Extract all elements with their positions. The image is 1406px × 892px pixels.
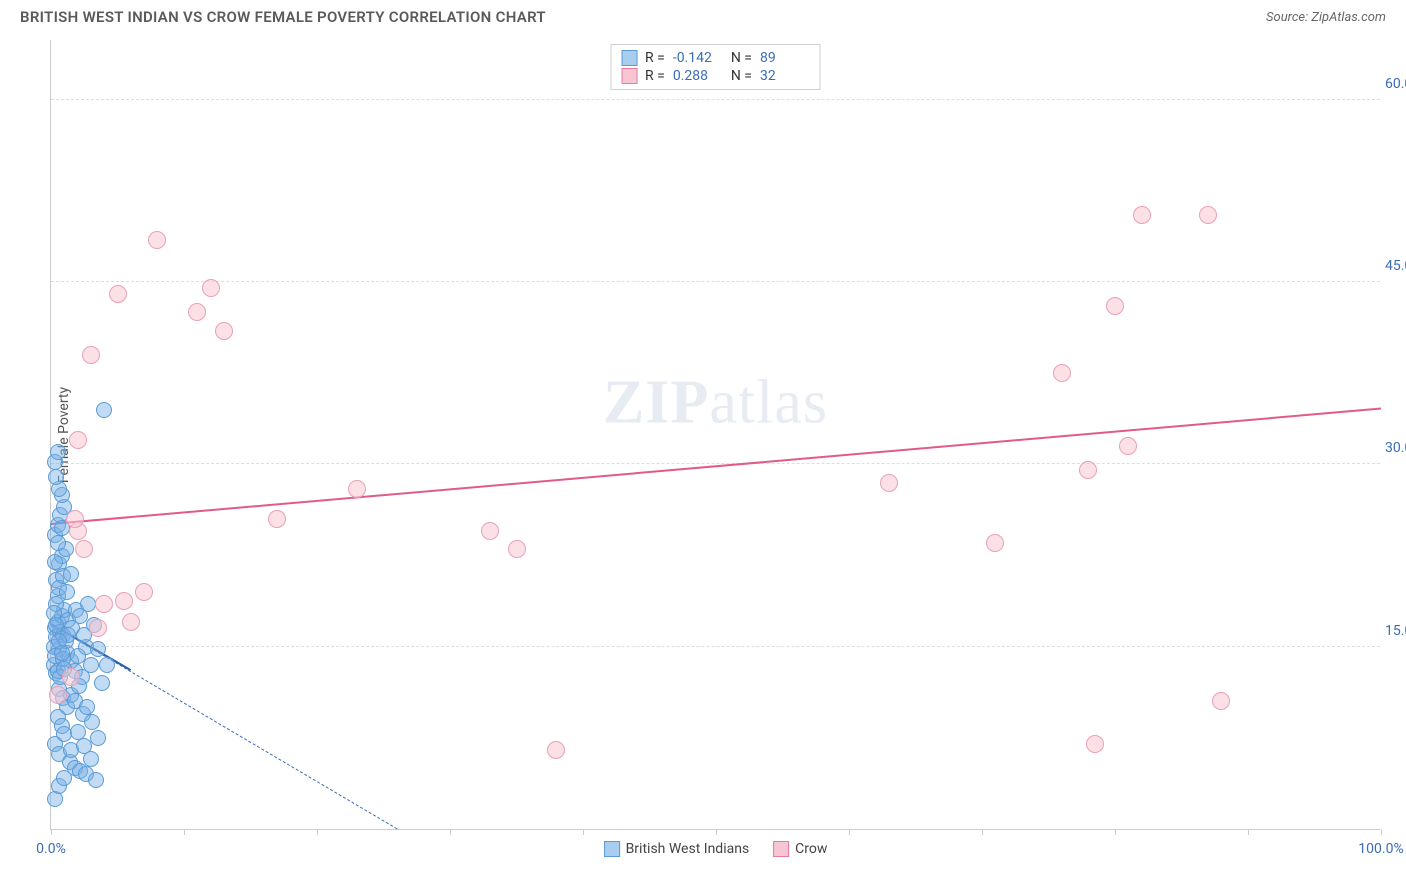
n-label: N = xyxy=(731,68,752,84)
r-value: 0.288 xyxy=(673,68,723,84)
x-tick xyxy=(1248,829,1249,835)
gridline xyxy=(51,99,1380,100)
scatter-chart: Female Poverty ZIPatlas R =-0.142N =89R … xyxy=(50,40,1380,830)
data-point xyxy=(66,510,84,528)
y-tick-label: 30.0% xyxy=(1385,440,1406,456)
x-tick xyxy=(51,829,52,835)
x-tick xyxy=(1115,829,1116,835)
data-point xyxy=(76,738,92,754)
legend-series-item: British West Indians xyxy=(604,841,750,857)
chart-header: BRITISH WEST INDIAN VS CROW FEMALE POVER… xyxy=(0,0,1406,30)
legend-swatch xyxy=(604,841,620,857)
data-point xyxy=(1119,437,1137,455)
y-tick-label: 60.0% xyxy=(1385,76,1406,92)
legend-series: British West Indians Crow xyxy=(604,841,828,857)
legend-stat-row: R = -0.142 N = 89 xyxy=(621,49,810,67)
data-point xyxy=(80,596,96,612)
trend-line xyxy=(51,408,1381,525)
data-point xyxy=(1199,206,1217,224)
data-point xyxy=(348,480,366,498)
y-tick-label: 45.0% xyxy=(1385,258,1406,274)
data-point xyxy=(48,617,64,633)
data-point xyxy=(89,619,107,637)
data-point xyxy=(83,657,99,673)
x-tick-label: 100.0% xyxy=(1358,841,1403,857)
n-label: N = xyxy=(731,50,752,66)
x-tick xyxy=(317,829,318,835)
data-point xyxy=(202,279,220,297)
data-point xyxy=(109,285,127,303)
chart-title: BRITISH WEST INDIAN VS CROW FEMALE POVER… xyxy=(20,8,546,26)
data-point xyxy=(188,303,206,321)
data-point xyxy=(481,522,499,540)
data-point xyxy=(268,510,286,528)
r-value: -0.142 xyxy=(673,50,723,66)
data-point xyxy=(82,346,100,364)
data-point xyxy=(99,657,115,673)
data-point xyxy=(547,741,565,759)
data-point xyxy=(88,772,104,788)
data-point xyxy=(215,322,233,340)
data-point xyxy=(1106,297,1124,315)
x-tick xyxy=(583,829,584,835)
data-point xyxy=(62,668,80,686)
data-point xyxy=(50,535,66,551)
r-label: R = xyxy=(645,50,665,66)
data-point xyxy=(1086,735,1104,753)
data-point xyxy=(986,534,1004,552)
data-point xyxy=(94,675,110,691)
x-tick xyxy=(982,829,983,835)
data-point xyxy=(84,714,100,730)
data-point xyxy=(69,431,87,449)
gridline xyxy=(51,281,1380,282)
legend-series-label: Crow xyxy=(795,841,827,857)
x-tick xyxy=(849,829,850,835)
data-point xyxy=(880,474,898,492)
data-point xyxy=(135,583,153,601)
legend-statistics: R = -0.142 N = 89 R = 0.288 N = 32 xyxy=(610,44,821,90)
r-label: R = xyxy=(645,68,665,84)
data-point xyxy=(1212,692,1230,710)
data-point xyxy=(90,641,106,657)
data-point xyxy=(95,595,113,613)
data-point xyxy=(122,613,140,631)
watermark: ZIPatlas xyxy=(603,367,828,438)
x-tick xyxy=(450,829,451,835)
data-point xyxy=(49,686,67,704)
legend-series-item: Crow xyxy=(773,841,827,857)
data-point xyxy=(148,231,166,249)
legend-series-label: British West Indians xyxy=(626,841,750,857)
data-point xyxy=(50,444,66,460)
data-point xyxy=(96,402,112,418)
data-point xyxy=(47,554,63,570)
legend-stat-row: R = 0.288 N = 32 xyxy=(621,67,810,85)
n-value: 89 xyxy=(760,50,810,66)
x-tick xyxy=(716,829,717,835)
n-value: 32 xyxy=(760,68,810,84)
data-point xyxy=(56,770,72,786)
x-tick xyxy=(1381,829,1382,835)
legend-swatch xyxy=(621,68,637,84)
data-point xyxy=(1053,364,1071,382)
x-tick-label: 0.0% xyxy=(36,841,66,857)
y-tick-label: 15.0% xyxy=(1385,623,1406,639)
data-point xyxy=(508,540,526,558)
data-point xyxy=(1133,206,1151,224)
data-point xyxy=(63,566,79,582)
legend-swatch xyxy=(621,50,637,66)
data-point xyxy=(1079,461,1097,479)
legend-swatch xyxy=(773,841,789,857)
source-attribution: Source: ZipAtlas.com xyxy=(1266,10,1386,25)
x-tick xyxy=(184,829,185,835)
data-point xyxy=(115,592,133,610)
data-point xyxy=(59,584,75,600)
data-point xyxy=(54,645,70,661)
data-point xyxy=(75,540,93,558)
gridline xyxy=(51,646,1380,647)
data-point xyxy=(48,469,64,485)
